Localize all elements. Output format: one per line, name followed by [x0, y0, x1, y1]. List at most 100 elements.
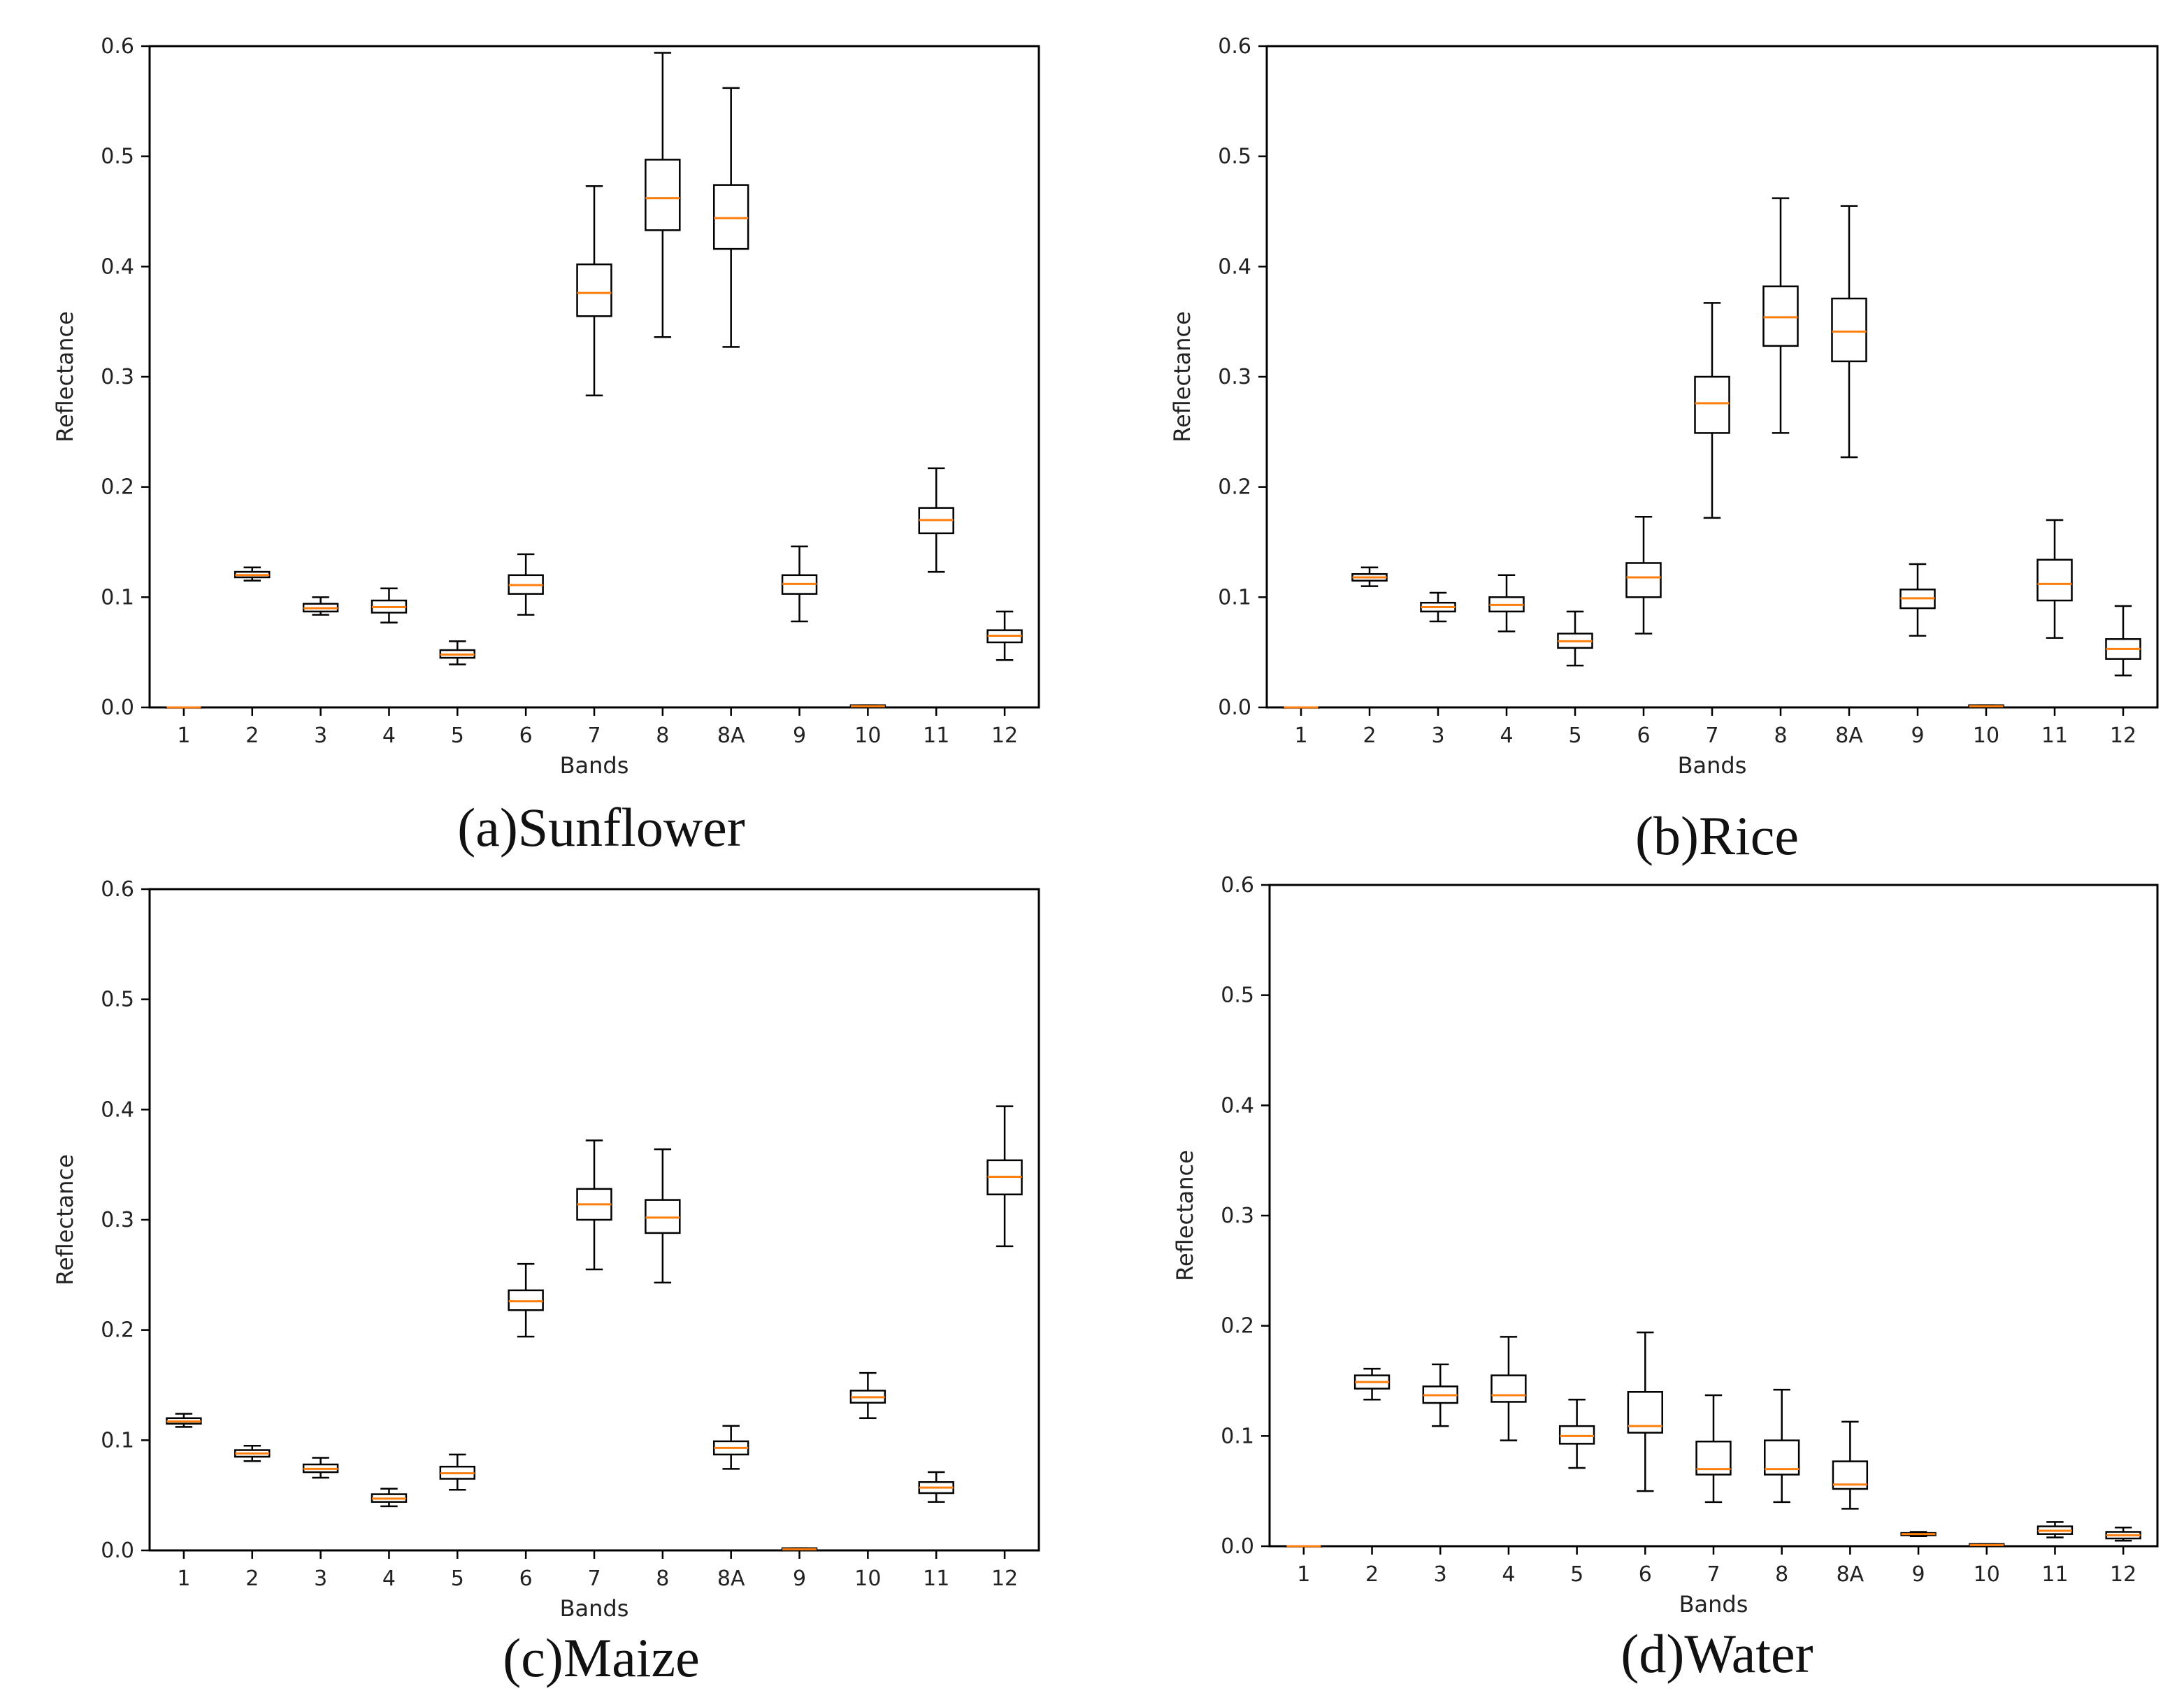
box-band-10 — [849, 1371, 886, 1420]
y-tick-label: 0.1 — [101, 585, 134, 610]
x-tick-label: 12 — [991, 723, 1018, 748]
boxplot-panel-4: 0.00.10.20.30.40.50.61 2 3 4 5 6 7 8 8A 9 10 11 12Ba… — [1172, 873, 2159, 1684]
iqr-box — [1832, 1460, 1869, 1490]
x-tick-label: 2 — [1363, 723, 1376, 748]
panel-caption: (d)Water — [1621, 1623, 1813, 1684]
x-tick-label: 4 — [382, 1566, 396, 1591]
x-tick-label: 4 — [1502, 1562, 1515, 1587]
x-tick-label: 11 — [2041, 723, 2068, 748]
x-tick-label: 8 — [1774, 723, 1787, 748]
box-band-3 — [1420, 591, 1456, 623]
box-band-10 — [849, 704, 886, 707]
box-band-7 — [576, 1139, 612, 1271]
x-tick-label: 8 — [656, 1566, 669, 1591]
box-band-6 — [1625, 515, 1662, 635]
iqr-box — [1762, 285, 1799, 347]
x-tick-label: 8A — [1835, 723, 1863, 748]
box-band-5 — [439, 640, 476, 665]
x-tick-label: 11 — [2041, 1562, 2068, 1587]
y-tick-label: 0.2 — [1218, 475, 1251, 500]
y-tick-label: 0.4 — [1221, 1093, 1254, 1118]
x-axis-label: Bands — [1678, 752, 1747, 779]
boxplot-panel-1: 0.00.10.20.30.40.50.61 2 3 4 5 6 7 8 8A 9 10 11 12Ba… — [52, 34, 1040, 858]
box-band-8 — [645, 1148, 681, 1284]
box-band-12 — [2105, 1526, 2141, 1542]
box-band-6 — [508, 1262, 544, 1338]
iqr-box — [1490, 1374, 1527, 1403]
box-band-5 — [1557, 610, 1593, 667]
x-tick-label: 4 — [382, 723, 396, 748]
x-tick-label: 12 — [2110, 1562, 2136, 1587]
box-band-9 — [781, 1547, 818, 1550]
y-tick-label: 0.3 — [101, 1208, 134, 1232]
x-tick-label: 2 — [245, 1566, 259, 1591]
x-tick-label: 11 — [923, 1566, 949, 1591]
x-tick-label: 6 — [519, 723, 533, 748]
y-tick-label: 0.5 — [101, 988, 134, 1012]
plot-frame — [1268, 884, 2159, 1548]
x-tick-label: 2 — [245, 723, 259, 748]
x-tick-label: 1 — [177, 1566, 190, 1591]
box-band-1 — [1283, 706, 1319, 709]
x-tick-label: 10 — [854, 1566, 881, 1591]
y-axis-label: Reflectance — [1169, 311, 1195, 442]
x-tick-label: 12 — [991, 1566, 1018, 1591]
box-band-8A — [712, 87, 749, 348]
x-tick-label: 9 — [793, 723, 806, 748]
box-band-3 — [1422, 1363, 1458, 1427]
y-tick-label: 0.4 — [101, 254, 134, 279]
y-tick-label: 0.5 — [1218, 145, 1251, 169]
iqr-box — [1764, 1439, 1800, 1476]
y-axis-label: Reflectance — [1172, 1150, 1198, 1281]
box-band-3 — [302, 596, 339, 616]
x-tick-label: 3 — [314, 723, 327, 748]
box-band-8A — [712, 1425, 749, 1470]
x-tick-label: 1 — [1294, 723, 1307, 748]
box-band-9 — [1899, 563, 1936, 637]
x-tick-label: 7 — [587, 723, 601, 748]
iqr-box — [1627, 1391, 1663, 1434]
x-tick-label: 8 — [656, 723, 669, 748]
box-band-11 — [2036, 519, 2073, 639]
x-tick-label: 6 — [1637, 723, 1650, 748]
y-tick-label: 0.6 — [101, 34, 134, 59]
y-tick-label: 0.5 — [1221, 984, 1254, 1008]
iqr-box — [2036, 559, 2073, 602]
x-tick-label: 3 — [314, 1566, 327, 1591]
iqr-box — [508, 1289, 544, 1311]
box-band-8A — [1831, 205, 1867, 459]
iqr-box — [645, 159, 681, 231]
x-tick-label: 9 — [1912, 1562, 1925, 1587]
x-tick-label: 10 — [1973, 723, 1999, 748]
box-band-2 — [1353, 1367, 1391, 1401]
y-tick-label: 0.1 — [1221, 1424, 1254, 1448]
x-axis-label: Bands — [560, 1595, 629, 1622]
x-tick-label: 7 — [1707, 1562, 1720, 1587]
x-tick-label: 6 — [519, 1566, 533, 1591]
x-tick-label: 8A — [717, 1566, 745, 1591]
box-band-11 — [918, 467, 954, 573]
boxplot-panel-2: 0.00.10.20.30.40.50.61 2 3 4 5 6 7 8 8A 9 10 11 12Ba… — [1169, 34, 2159, 866]
panel-caption: (b)Rice — [1635, 805, 1799, 866]
box-band-4 — [371, 587, 408, 624]
box-band-3 — [302, 1457, 339, 1479]
box-band-11 — [918, 1471, 954, 1503]
box-band-4 — [1490, 1336, 1527, 1441]
x-axis-label: Bands — [1679, 1591, 1748, 1618]
y-tick-label: 0.3 — [1218, 365, 1251, 389]
box-band-2 — [234, 1444, 271, 1462]
box-band-2 — [234, 566, 271, 582]
iqr-box — [1831, 297, 1867, 363]
box-band-1 — [1286, 1545, 1322, 1548]
boxplot-panel-3: 0.00.10.20.30.40.50.61 2 3 4 5 6 7 8 8A 9 10 11 12Ba… — [52, 877, 1040, 1688]
box-band-12 — [2105, 605, 2141, 677]
box-band-10 — [1968, 704, 2004, 707]
box-band-1 — [166, 706, 202, 709]
x-tick-label: 6 — [1639, 1562, 1652, 1587]
box-band-5 — [439, 1453, 476, 1491]
x-tick-label: 3 — [1434, 1562, 1447, 1587]
y-tick-label: 0.2 — [101, 475, 134, 500]
x-tick-label: 10 — [854, 723, 881, 748]
y-tick-label: 0.2 — [1221, 1314, 1254, 1339]
y-tick-label: 0.1 — [1218, 585, 1251, 610]
